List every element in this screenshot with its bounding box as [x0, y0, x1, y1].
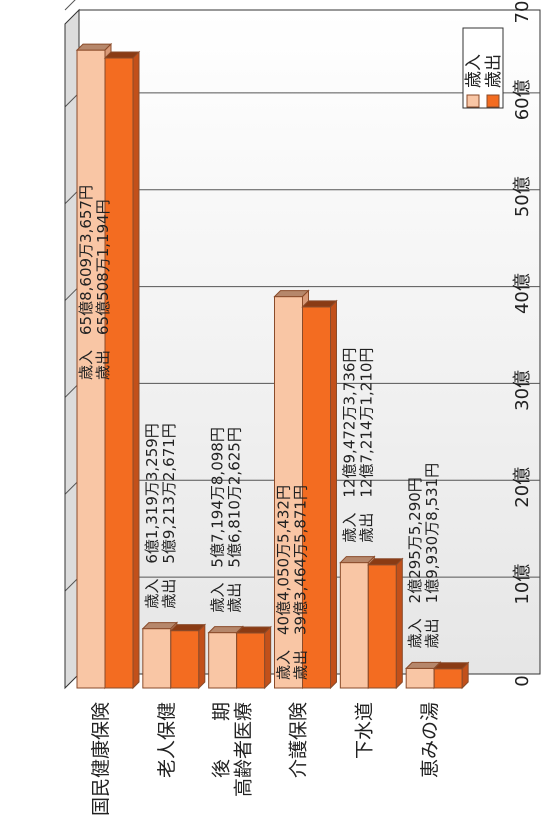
bar-value-label: 歳出 65億508万1,194円 [94, 199, 112, 380]
value-axis-ticks: 0 10億 20億 30億 40億 50億 60億 70億 [512, 0, 533, 687]
bar-expenditure [301, 299, 338, 690]
legend-swatch [486, 94, 500, 108]
bar-value-label: 歳入 65億8,609万3,657円 [77, 185, 95, 380]
legend: 歳入 歳出 [462, 27, 504, 109]
category-label: 介護保険 [288, 702, 310, 778]
value-tick-label: 70億 [512, 0, 533, 23]
category-label: 老人保健 [156, 702, 178, 778]
bar-value-label: 歳出 1億9,930万8,531円 [423, 463, 441, 648]
value-tick-label: 50億 [512, 176, 533, 217]
bar-expenditure [235, 625, 272, 690]
category-label: 高齢者医療 [233, 702, 255, 797]
category-label: 恵みの湯 [419, 702, 441, 778]
bar-expenditure [432, 661, 470, 690]
bar-value-label: 歳入 2億295万5,290円 [406, 477, 424, 648]
bar-value-label: 歳入 12億9,472万3,736円 [340, 348, 358, 543]
value-tick-label: 30億 [512, 370, 533, 411]
value-tick-label: 60億 [512, 79, 533, 120]
legend-label: 歳入 [464, 54, 484, 88]
category-label: 国民健康保険 [90, 702, 112, 816]
value-tick-label: 10億 [512, 564, 533, 605]
legend-swatch [466, 94, 480, 108]
bar-expenditure [103, 50, 141, 690]
bar-value-label: 歳出 5億9,213万2,671円 [160, 423, 178, 608]
category-axis-labels: 国民健康保険 老人保健 後 期高齢者医療 介護保険 下水道 恵みの湯 [64, 24, 441, 816]
value-tick-label: 0 [512, 675, 533, 686]
bar-value-label: 歳出 12億7,214万1,210円 [357, 348, 375, 543]
value-tick-label: 20億 [512, 467, 533, 508]
bar-expenditure [169, 623, 207, 690]
bar-value-label: 歳入 6億1,319万3,259円 [143, 423, 161, 608]
legend-label: 歳出 [484, 54, 504, 88]
bars [75, 42, 470, 690]
value-tick-label: 40億 [512, 273, 533, 314]
bar-value-label: 歳出 5億6,810万2,625円 [226, 427, 244, 612]
category-label: 後 期 [211, 702, 233, 778]
bar-expenditure [367, 557, 404, 690]
bar-value-label: 歳出 39億3,464万5,871円 [292, 485, 310, 680]
gridline [64, 0, 76, 11]
bar-value-label: 歳入 5億7,194万8,098円 [209, 427, 227, 612]
bar-value-label: 歳入 40億4,050万5,432円 [275, 485, 293, 680]
category-label: 下水道 [353, 702, 375, 759]
